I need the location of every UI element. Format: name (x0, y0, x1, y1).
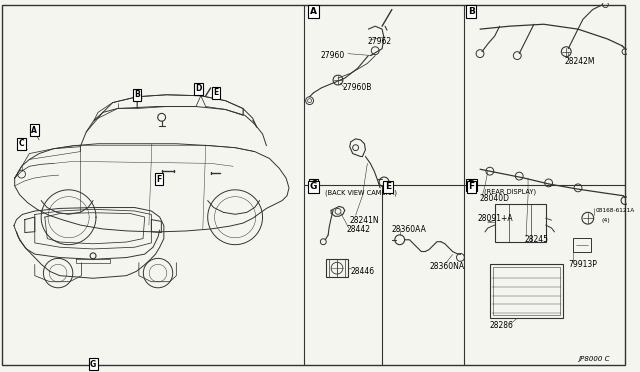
Text: A: A (310, 7, 317, 16)
Text: 28091+A: 28091+A (477, 214, 513, 223)
Text: (4): (4) (602, 218, 611, 223)
Text: 28245: 28245 (524, 235, 548, 244)
Text: G: G (90, 360, 96, 369)
Text: JP8000 C: JP8000 C (578, 356, 609, 362)
Text: D: D (196, 84, 202, 93)
Text: 27960: 27960 (321, 51, 344, 60)
Text: E: E (213, 88, 218, 97)
Text: F: F (156, 174, 161, 183)
Bar (490, 264, 563, 318)
Bar (493, 267, 561, 315)
Text: 27960B: 27960B (343, 83, 372, 92)
Text: 08168-6121A: 08168-6121A (596, 208, 635, 213)
Bar (326, 259, 348, 277)
Text: 28040D: 28040D (479, 194, 509, 203)
Text: B: B (468, 7, 475, 16)
Text: 28242M: 28242M (564, 57, 595, 66)
Text: 28241N: 28241N (349, 216, 380, 225)
Text: (REAR DISPLAY): (REAR DISPLAY) (484, 189, 536, 195)
Text: (BACK VIEW CAMERA): (BACK VIEW CAMERA) (325, 189, 397, 196)
Text: F: F (468, 182, 474, 191)
Text: G: G (310, 182, 317, 191)
Text: D: D (467, 180, 475, 189)
Text: C: C (310, 180, 317, 189)
Bar (573, 238, 591, 251)
Text: 28360AA: 28360AA (392, 225, 427, 234)
Text: 79913P: 79913P (568, 260, 597, 269)
Text: 27962: 27962 (367, 37, 392, 46)
Text: 28360NA: 28360NA (429, 262, 464, 271)
Text: E: E (385, 182, 391, 191)
Text: C: C (19, 139, 24, 148)
Text: A: A (31, 125, 37, 135)
Bar (495, 205, 546, 242)
Text: 28286: 28286 (490, 321, 514, 330)
Text: B: B (134, 90, 140, 99)
Text: 28442: 28442 (347, 225, 371, 234)
Text: 28446: 28446 (351, 267, 375, 276)
